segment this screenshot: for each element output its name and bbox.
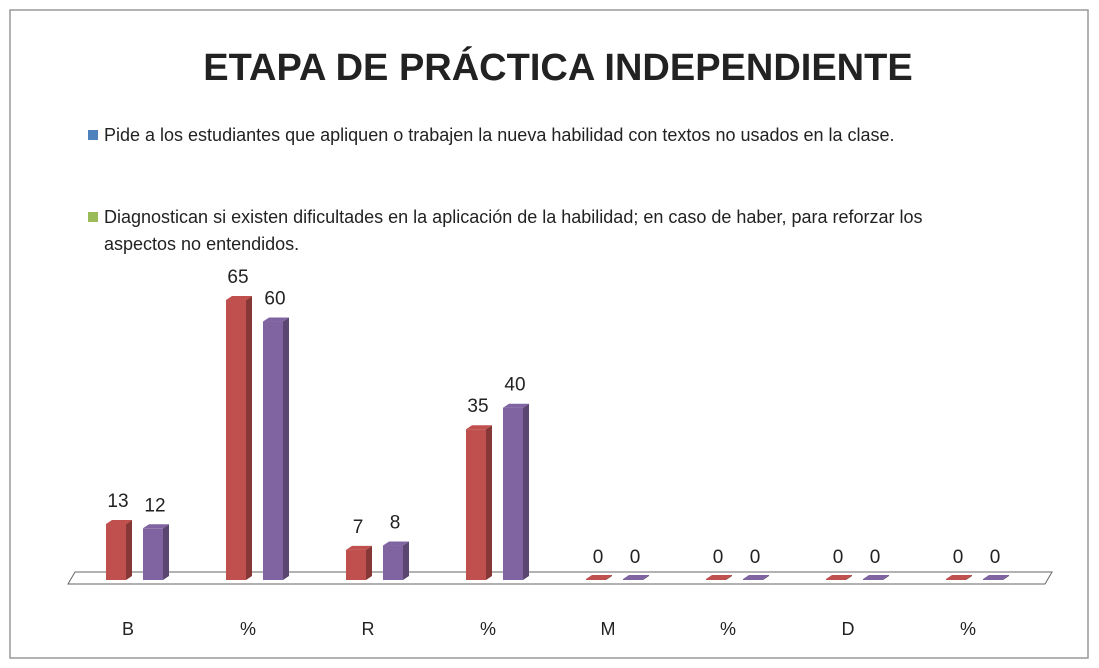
legend-swatch bbox=[88, 130, 98, 140]
x-tick-label: % bbox=[240, 619, 256, 639]
legend-label: Diagnostican si existen dificultades en … bbox=[104, 207, 923, 254]
bar-face bbox=[106, 520, 132, 524]
legend-item: Pide a los estudiantes que apliquen o tr… bbox=[88, 122, 1048, 149]
data-label: 60 bbox=[264, 289, 285, 310]
data-label: 0 bbox=[953, 547, 964, 568]
bar bbox=[263, 317, 289, 580]
bar-face bbox=[346, 549, 366, 580]
bar bbox=[826, 575, 852, 580]
bar-face bbox=[523, 403, 529, 580]
bar bbox=[623, 575, 649, 580]
bar-face bbox=[983, 575, 1009, 579]
data-label: 0 bbox=[750, 547, 761, 568]
bar-face bbox=[366, 545, 372, 580]
data-label: 0 bbox=[833, 547, 844, 568]
bar-face bbox=[743, 575, 769, 579]
data-label: 8 bbox=[390, 513, 401, 534]
bar bbox=[106, 520, 132, 580]
data-label: 35 bbox=[467, 396, 488, 417]
bar bbox=[466, 425, 492, 580]
x-tick-label: % bbox=[960, 619, 976, 639]
bar-face bbox=[503, 407, 523, 580]
bar bbox=[863, 575, 889, 580]
bar-face bbox=[763, 575, 769, 580]
bar-face bbox=[263, 317, 289, 322]
bar-face bbox=[643, 575, 649, 580]
bar-face bbox=[946, 579, 966, 580]
data-label: 0 bbox=[990, 547, 1001, 568]
bar bbox=[383, 541, 409, 580]
data-label: 40 bbox=[504, 375, 525, 396]
bar-face bbox=[503, 403, 529, 408]
legend-swatch bbox=[88, 212, 98, 222]
bar bbox=[346, 545, 372, 580]
data-label: 65 bbox=[227, 267, 248, 288]
data-label: 0 bbox=[870, 547, 881, 568]
bar-face bbox=[966, 575, 972, 580]
x-tick-label: B bbox=[122, 619, 134, 639]
data-label: 7 bbox=[353, 517, 364, 538]
floor bbox=[67, 571, 1053, 585]
bar-face bbox=[383, 541, 409, 546]
bar bbox=[226, 296, 252, 580]
bar-face bbox=[606, 575, 612, 580]
data-label: 0 bbox=[713, 547, 724, 568]
bar-face bbox=[586, 579, 606, 580]
bar-face bbox=[623, 579, 643, 580]
bar-face bbox=[283, 317, 289, 580]
bar-face bbox=[706, 575, 732, 579]
bar bbox=[706, 575, 732, 580]
bar-face bbox=[346, 545, 372, 550]
bar-face bbox=[226, 296, 252, 300]
bar-face bbox=[126, 520, 132, 580]
bar-face bbox=[486, 425, 492, 580]
x-tick-label: % bbox=[480, 619, 496, 639]
bar-face bbox=[846, 575, 852, 580]
bar-face bbox=[466, 425, 492, 430]
x-tick-label: M bbox=[601, 619, 616, 639]
bar-face bbox=[863, 579, 883, 580]
data-label: 0 bbox=[593, 547, 604, 568]
bar-face bbox=[143, 524, 169, 529]
bar-face bbox=[946, 575, 972, 579]
bar-face bbox=[226, 300, 246, 580]
bar-face bbox=[383, 545, 403, 580]
chart-title: ETAPA DE PRÁCTICA INDEPENDIENTE bbox=[203, 45, 912, 89]
bar bbox=[503, 403, 529, 580]
bar-face bbox=[403, 541, 409, 580]
bar-face bbox=[466, 429, 486, 580]
bar-face bbox=[826, 575, 852, 579]
bar bbox=[983, 575, 1009, 580]
bar bbox=[946, 575, 972, 580]
data-label: 12 bbox=[144, 495, 165, 516]
data-label: 13 bbox=[107, 491, 128, 512]
bar-face bbox=[983, 579, 1003, 580]
legend-label: Pide a los estudiantes que apliquen o tr… bbox=[104, 125, 895, 145]
bar-face bbox=[586, 575, 612, 579]
bar-face bbox=[883, 575, 889, 580]
data-label: 0 bbox=[630, 547, 641, 568]
bar bbox=[143, 524, 169, 580]
bar-face bbox=[263, 321, 283, 580]
bar-face bbox=[623, 575, 649, 579]
bar bbox=[586, 575, 612, 580]
bar-face bbox=[706, 579, 726, 580]
x-tick-label: % bbox=[720, 619, 736, 639]
bar-face bbox=[826, 579, 846, 580]
legend-item: Diagnostican si existen dificultades en … bbox=[88, 204, 968, 258]
x-tick-label: R bbox=[362, 619, 375, 639]
bar-face bbox=[863, 575, 889, 579]
bar-face bbox=[1003, 575, 1009, 580]
bar-face bbox=[726, 575, 732, 580]
bar-face bbox=[143, 528, 163, 580]
bar-face bbox=[106, 524, 126, 580]
bar-face bbox=[246, 296, 252, 580]
bar bbox=[743, 575, 769, 580]
x-tick-label: D bbox=[842, 619, 855, 639]
bar-face bbox=[163, 524, 169, 580]
chart-border bbox=[9, 9, 1089, 659]
bar-face bbox=[743, 579, 763, 580]
